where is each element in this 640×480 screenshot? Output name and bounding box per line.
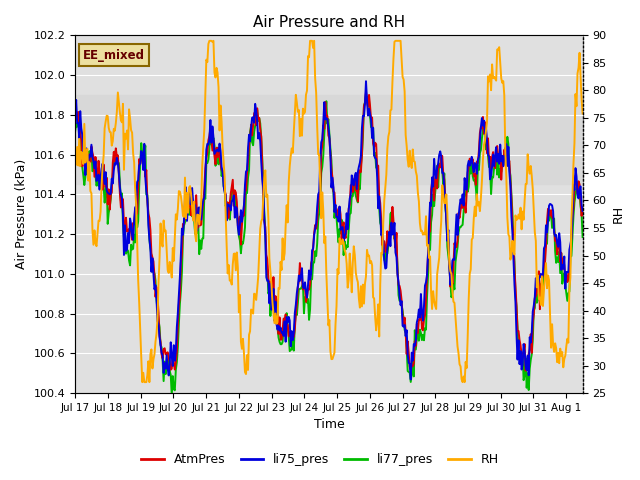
Y-axis label: Air Pressure (kPa): Air Pressure (kPa)	[15, 159, 28, 269]
Legend: AtmPres, li75_pres, li77_pres, RH: AtmPres, li75_pres, li77_pres, RH	[136, 448, 504, 471]
X-axis label: Time: Time	[314, 419, 344, 432]
Y-axis label: RH: RH	[612, 205, 625, 223]
Title: Air Pressure and RH: Air Pressure and RH	[253, 15, 405, 30]
Text: EE_mixed: EE_mixed	[83, 48, 145, 61]
Bar	[75, 95, 582, 184]
